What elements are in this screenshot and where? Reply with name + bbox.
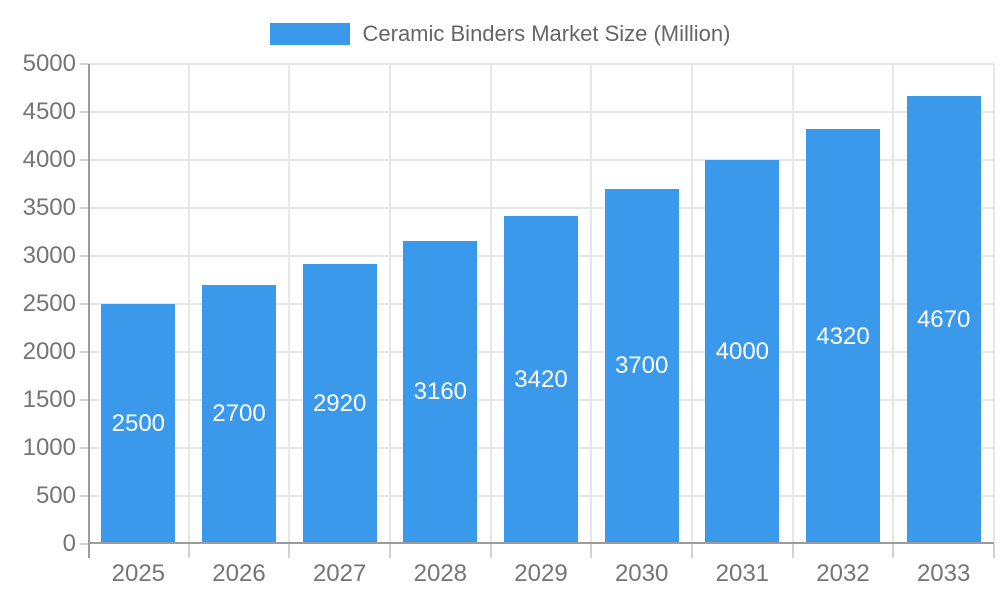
gridline-vertical <box>187 64 190 544</box>
gridline-horizontal <box>88 63 994 65</box>
x-axis-tick <box>389 544 391 558</box>
x-axis-line <box>88 542 994 544</box>
x-tick-label: 2030 <box>614 560 669 587</box>
y-axis-tick <box>80 111 88 113</box>
x-tick-label: 2029 <box>514 560 568 587</box>
y-tick-label: 2000 <box>22 338 76 365</box>
x-axis-tick <box>489 544 492 558</box>
y-tick-label: 4000 <box>22 146 76 173</box>
x-axis-tick <box>892 544 895 558</box>
gridline-vertical <box>691 64 693 544</box>
x-axis-tick <box>791 544 794 558</box>
y-tick-label: 500 <box>35 482 76 509</box>
bar-value-label: 2700 <box>212 400 266 428</box>
gridline-vertical <box>993 64 995 544</box>
bar-2033: 4670 <box>906 95 981 544</box>
legend-item[interactable]: Ceramic Binders Market Size (Million) <box>0 21 1000 47</box>
x-tick-label: 2026 <box>212 560 266 587</box>
x-tick-label: 2032 <box>816 560 870 587</box>
gridline-horizontal <box>88 159 994 161</box>
gridline-vertical <box>892 64 895 544</box>
bar-2027: 2920 <box>302 263 377 544</box>
y-tick-label: 1500 <box>22 386 76 413</box>
bar-2029: 3420 <box>504 215 578 544</box>
y-axis-tick <box>80 495 88 497</box>
gridline-vertical <box>791 64 794 544</box>
y-axis-tick <box>80 159 88 161</box>
y-axis-tick <box>80 255 88 257</box>
bar-value-label: 3700 <box>614 352 669 380</box>
bar-2032: 4320 <box>806 129 880 544</box>
y-axis-tick <box>80 303 88 305</box>
y-axis-tick <box>80 63 88 65</box>
x-axis-tick <box>691 544 693 558</box>
x-tick-label: 2028 <box>413 560 468 587</box>
gridline-horizontal <box>88 111 994 113</box>
bar-value-label: 2920 <box>312 389 367 417</box>
x-tick-label: 2025 <box>111 560 166 587</box>
bar-value-label: 2500 <box>111 410 166 437</box>
y-tick-label: 4500 <box>22 98 76 125</box>
bar-2028: 3160 <box>403 240 478 544</box>
x-tick-label: 2031 <box>715 560 770 587</box>
y-tick-label: 2500 <box>22 290 76 317</box>
bar-2030: 3700 <box>604 188 679 544</box>
x-tick-label: 2033 <box>916 560 971 587</box>
gridline-vertical <box>590 64 593 544</box>
legend-swatch-icon <box>269 23 350 45</box>
y-tick-label: 1000 <box>22 434 76 461</box>
bar-value-label: 4320 <box>816 322 870 350</box>
bar-value-label: 4670 <box>916 305 971 333</box>
gridline-vertical <box>489 64 492 544</box>
bar-value-label: 3420 <box>514 365 568 393</box>
y-axis-tick <box>80 351 88 353</box>
legend-label: Ceramic Binders Market Size (Million) <box>362 21 731 46</box>
bar-2031: 4000 <box>705 160 780 544</box>
x-axis-tick <box>590 544 593 558</box>
y-axis-tick <box>80 447 88 449</box>
bar-2026: 2700 <box>202 284 276 544</box>
bar-2025: 2500 <box>101 304 176 544</box>
x-axis-tick <box>187 544 190 558</box>
bar-value-label: 4000 <box>715 338 770 365</box>
gridline-vertical <box>389 64 391 544</box>
y-tick-label: 3000 <box>22 242 76 269</box>
y-tick-label: 3500 <box>22 194 76 221</box>
y-axis-line <box>88 64 90 558</box>
y-axis-tick <box>80 543 88 545</box>
x-tick-label: 2027 <box>312 560 367 587</box>
x-axis-tick <box>288 544 291 558</box>
x-axis-tick <box>993 544 995 558</box>
gridline-horizontal <box>88 207 994 209</box>
y-tick-label: 5000 <box>22 50 76 77</box>
bar-value-label: 3160 <box>413 378 468 406</box>
plot-area: 2500 2700 2920 3160 3420 3700 4000 4320 4670 <box>80 63 995 558</box>
y-axis-tick <box>80 399 88 401</box>
y-tick-label: 0 <box>62 530 76 557</box>
gridline-vertical <box>288 64 291 544</box>
y-axis-tick <box>80 207 88 209</box>
